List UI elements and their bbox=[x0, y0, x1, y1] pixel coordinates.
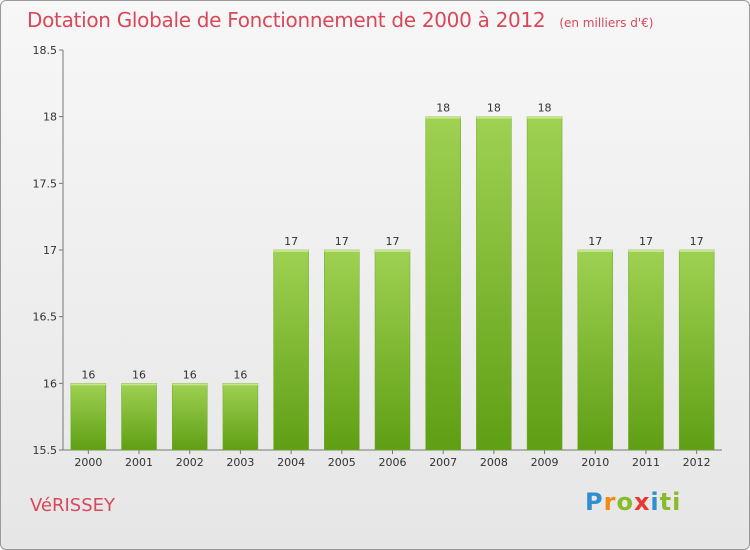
bar-value-label: 17 bbox=[386, 235, 400, 248]
bar-2007 bbox=[425, 116, 461, 451]
bar-value-label: 17 bbox=[284, 235, 298, 248]
bar-2000 bbox=[70, 383, 107, 451]
chart-header: Dotation Globale de Fonctionnement de 20… bbox=[27, 8, 653, 32]
x-tick-label: 2005 bbox=[328, 456, 356, 469]
bar-2005 bbox=[324, 249, 360, 451]
bar-2010 bbox=[577, 249, 614, 451]
y-tick-label: 17.5 bbox=[33, 177, 58, 190]
bar-highlight bbox=[324, 250, 360, 252]
bar-value-label: 17 bbox=[588, 235, 602, 248]
bar-highlight bbox=[527, 116, 563, 119]
proxiti-logo: Proxiti bbox=[585, 488, 682, 516]
y-tick-label: 16 bbox=[43, 377, 57, 390]
bar-2001 bbox=[121, 383, 157, 451]
bar-highlight bbox=[425, 116, 461, 119]
x-tick-label: 2002 bbox=[176, 456, 204, 469]
y-tick-label: 18 bbox=[43, 111, 57, 124]
y-tick-label: 18.5 bbox=[33, 44, 58, 57]
bar-value-label: 16 bbox=[183, 368, 197, 381]
x-tick-label: 2003 bbox=[226, 456, 254, 469]
bar-highlight bbox=[121, 383, 157, 386]
bar-highlight bbox=[375, 250, 410, 252]
bar-value-label: 16 bbox=[132, 368, 146, 381]
bar-highlight bbox=[172, 383, 208, 386]
bar-value-label: 17 bbox=[335, 235, 349, 248]
x-tick-label: 2010 bbox=[581, 456, 609, 469]
bar-2004 bbox=[273, 249, 309, 451]
x-tick-label: 2000 bbox=[74, 456, 102, 469]
bar-value-label: 18 bbox=[436, 102, 450, 115]
bar-value-label: 18 bbox=[538, 102, 552, 115]
bar-value-label: 17 bbox=[690, 235, 704, 248]
bar-value-label: 16 bbox=[233, 368, 247, 381]
bar-2012 bbox=[678, 249, 715, 451]
bar-highlight bbox=[628, 250, 664, 252]
bar-highlight bbox=[476, 116, 512, 119]
bar-2008 bbox=[476, 116, 512, 451]
chart-title: Dotation Globale de Fonctionnement de 20… bbox=[27, 8, 546, 32]
bar-highlight bbox=[679, 250, 715, 252]
bar-value-label: 18 bbox=[487, 102, 501, 115]
y-tick-label: 17 bbox=[43, 244, 57, 257]
bar-highlight bbox=[273, 250, 309, 252]
bar-highlight bbox=[70, 383, 106, 386]
y-tick-label: 16.5 bbox=[33, 311, 58, 324]
bar-2009 bbox=[526, 116, 563, 451]
bar-2011 bbox=[628, 249, 664, 451]
bar-highlight bbox=[222, 383, 258, 386]
x-tick-label: 2011 bbox=[632, 456, 660, 469]
x-tick-label: 2004 bbox=[277, 456, 305, 469]
bar-value-label: 16 bbox=[81, 368, 95, 381]
y-tick-label: 15.5 bbox=[33, 444, 58, 457]
x-tick-label: 2008 bbox=[480, 456, 508, 469]
bar-2006 bbox=[374, 249, 411, 451]
bar-2003 bbox=[222, 383, 259, 451]
bar-highlight bbox=[577, 250, 613, 252]
x-tick-label: 2001 bbox=[125, 456, 153, 469]
bar-value-label: 17 bbox=[639, 235, 653, 248]
chart-unit: (en milliers d'€) bbox=[559, 16, 654, 30]
commune-name: VéRISSEY bbox=[30, 495, 116, 516]
x-tick-label: 2012 bbox=[683, 456, 711, 469]
x-tick-label: 2007 bbox=[429, 456, 457, 469]
x-tick-label: 2009 bbox=[531, 456, 559, 469]
x-tick-label: 2006 bbox=[379, 456, 407, 469]
bar-2002 bbox=[171, 383, 208, 451]
